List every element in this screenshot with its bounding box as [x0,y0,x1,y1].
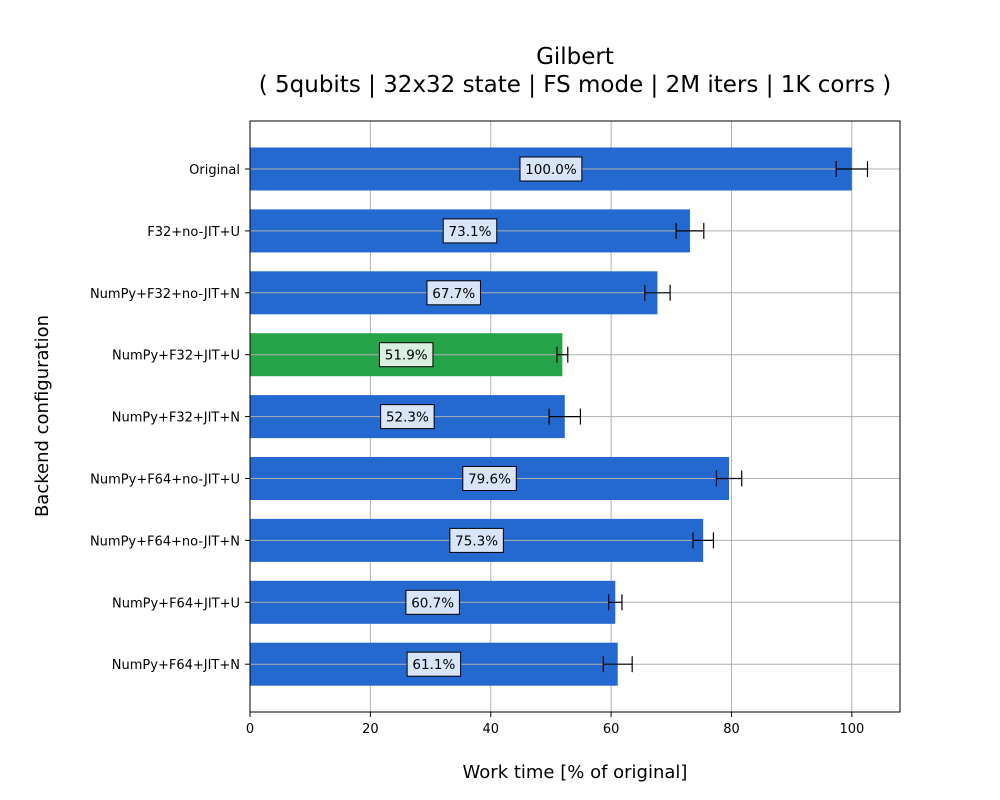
y-tick-label: Original [189,163,240,178]
chart-title-line-1: Gilbert [536,44,614,70]
y-tick-label: NumPy+F32+JIT+U [112,349,240,364]
data-label-box [405,589,460,615]
data-label: 60.7% [411,595,454,611]
data-label-box [519,156,583,182]
chart-title-line-2: ( 5qubits | 32x32 state | FS mode | 2M i… [259,72,892,98]
x-tick-label: 40 [482,722,499,737]
x-tick-label: 100 [839,722,864,737]
data-label: 67.7% [432,286,475,302]
data-label-box [449,527,504,553]
y-tick-label: NumPy+F64+no-JIT+U [90,473,240,488]
x-tick-label: 60 [603,722,620,737]
data-labels: 100.0% 73.1% 67.7% 51.9% 52.3% 79.6% 75.3% 60.7… [378,156,583,677]
data-label: 51.9% [385,348,428,364]
y-tick-label: NumPy+F32+no-JIT+N [90,287,240,302]
y-tick-label: NumPy+F64+no-JIT+N [90,534,240,549]
plot-frame [249,120,901,713]
y-tick-label: NumPy+F32+JIT+N [112,411,240,426]
y-tick-label: NumPy+F64+JIT+N [112,658,240,673]
data-label: 61.1% [412,657,455,673]
data-label-box [442,218,498,244]
data-label: 100.0% [525,162,577,178]
data-label: 52.3% [386,410,429,426]
data-label-box [426,280,481,306]
data-label: 75.3% [455,533,498,549]
y-axis-label: Backend configuration [32,315,53,517]
y-tick-label: NumPy+F64+JIT+U [112,596,240,611]
data-label: 79.6% [468,472,511,488]
x-tick-label: 20 [362,722,379,737]
data-label-box [462,466,517,491]
data-label-box [406,651,462,677]
data-label-box [378,342,434,368]
tick-labels: 0 20 40 60 80 100 Original F32+no-JIT+U NumPy+F3… [90,163,864,737]
x-axis-label: Work time [% of original] [463,762,688,783]
x-tick-label: 0 [246,722,254,737]
x-tick-label: 80 [723,722,740,737]
data-label-box [380,404,435,430]
y-tick-label: F32+no-JIT+U [147,225,240,240]
data-label: 73.1% [449,224,492,240]
